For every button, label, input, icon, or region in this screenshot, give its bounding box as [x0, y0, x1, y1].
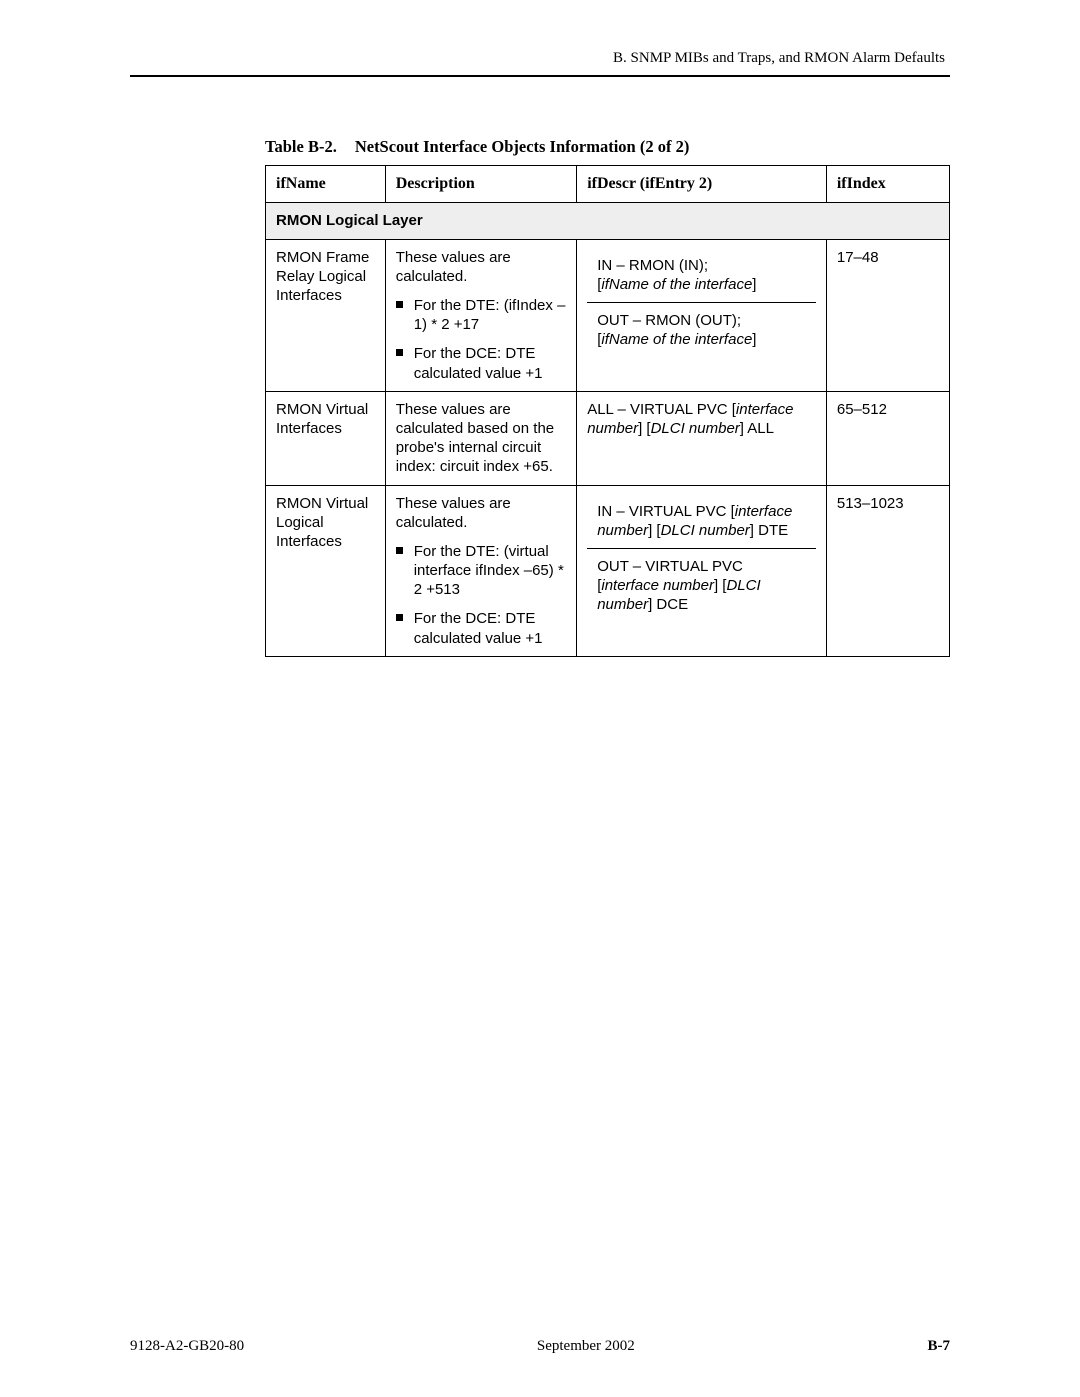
cell-ifindex: 513–1023	[826, 485, 949, 656]
col-head-ifdescr: ifDescr (ifEntry 2)	[577, 166, 827, 203]
cell-ifname: RMON Virtual Interfaces	[266, 391, 386, 485]
cell-ifindex: 65–512	[826, 391, 949, 485]
desc-bullets: For the DTE: (virtual interface ifIndex …	[396, 542, 567, 648]
header-rule	[130, 75, 950, 77]
table-caption: Table B-2. NetScout Interface Objects Inf…	[265, 137, 950, 157]
caption-title: NetScout Interface Objects Information (…	[355, 137, 690, 156]
table-row: RMON Frame Relay Logical Interfaces Thes…	[266, 239, 950, 391]
ifdescr-out-line1: OUT – RMON (OUT);	[597, 312, 741, 329]
desc-bullets: For the DTE: (ifIndex –1) * 2 +17 For th…	[396, 296, 567, 383]
dlci-number-placeholder: DLCI number	[661, 522, 750, 539]
cell-ifdescr: ALL – VIRTUAL PVC [interface number] [DL…	[577, 391, 827, 485]
footer-date: September 2002	[537, 1338, 635, 1355]
desc-bullet: For the DTE: (virtual interface ifIndex …	[396, 542, 567, 600]
ifdescr-out: OUT – RMON (OUT); [ifName of the interfa…	[587, 303, 816, 357]
desc-bullet: For the DCE: DTE calculated value +1	[396, 609, 567, 647]
interface-objects-table: ifName Description ifDescr (ifEntry 2) i…	[265, 165, 950, 657]
cell-description: These values are calculated based on the…	[385, 391, 577, 485]
cell-ifdescr: IN – VIRTUAL PVC [interface number] [DLC…	[577, 485, 827, 656]
footer-page-number: B-7	[928, 1338, 951, 1355]
ifdescr-in: IN – VIRTUAL PVC [interface number] [DLC…	[587, 494, 816, 549]
section-row: RMON Logical Layer	[266, 203, 950, 239]
desc-lead: These values are calculated.	[396, 494, 567, 532]
desc-bullet: For the DTE: (ifIndex –1) * 2 +17	[396, 296, 567, 334]
bracket-sep: ] [	[714, 577, 727, 594]
footer-docnum: 9128-A2-GB20-80	[130, 1338, 244, 1355]
col-head-description: Description	[385, 166, 577, 203]
cell-description: These values are calculated. For the DTE…	[385, 239, 577, 391]
ifdescr-suffix: ] DCE	[648, 596, 688, 613]
col-head-ifname: ifName	[266, 166, 386, 203]
ifdescr-prefix: ALL – VIRTUAL PVC [	[587, 401, 736, 418]
cell-ifindex: 17–48	[826, 239, 949, 391]
bracket-sep: ] [	[638, 420, 651, 437]
bracket-close: ]	[752, 331, 756, 348]
ifname-placeholder: ifName of the interface	[601, 276, 752, 293]
table-header-row: ifName Description ifDescr (ifEntry 2) i…	[266, 166, 950, 203]
dlci-number-placeholder: DLCI number	[651, 420, 740, 437]
cell-ifdescr: IN – RMON (IN); [ifName of the interface…	[577, 239, 827, 391]
cell-description: These values are calculated. For the DTE…	[385, 485, 577, 656]
section-title: RMON Logical Layer	[266, 203, 950, 239]
ifdescr-in: IN – RMON (IN); [ifName of the interface…	[587, 248, 816, 303]
desc-bullet: For the DCE: DTE calculated value +1	[396, 344, 567, 382]
table-row: RMON Virtual Interfaces These values are…	[266, 391, 950, 485]
desc-lead: These values are calculated.	[396, 248, 567, 286]
ifdescr-prefix: IN – VIRTUAL PVC [	[597, 503, 735, 520]
interface-number-placeholder: interface number	[601, 577, 714, 594]
ifname-placeholder: ifName of the interface	[601, 331, 752, 348]
ifdescr-in-line1: IN – RMON (IN);	[597, 257, 708, 274]
bracket-sep: ] [	[648, 522, 661, 539]
bracket-close: ]	[752, 276, 756, 293]
page-footer: 9128-A2-GB20-80 September 2002 B-7	[130, 1338, 950, 1355]
running-head: B. SNMP MIBs and Traps, and RMON Alarm D…	[130, 50, 950, 75]
ifdescr-out: OUT – VIRTUAL PVC [interface number] [DL…	[587, 549, 816, 623]
caption-number: Table B-2.	[265, 137, 337, 156]
ifdescr-suffix: ] ALL	[740, 420, 774, 437]
cell-ifname: RMON Frame Relay Logical Interfaces	[266, 239, 386, 391]
ifdescr-suffix: ] DTE	[750, 522, 788, 539]
cell-ifname: RMON Virtual Logical Interfaces	[266, 485, 386, 656]
col-head-ifindex: ifIndex	[826, 166, 949, 203]
table-row: RMON Virtual Logical Interfaces These va…	[266, 485, 950, 656]
